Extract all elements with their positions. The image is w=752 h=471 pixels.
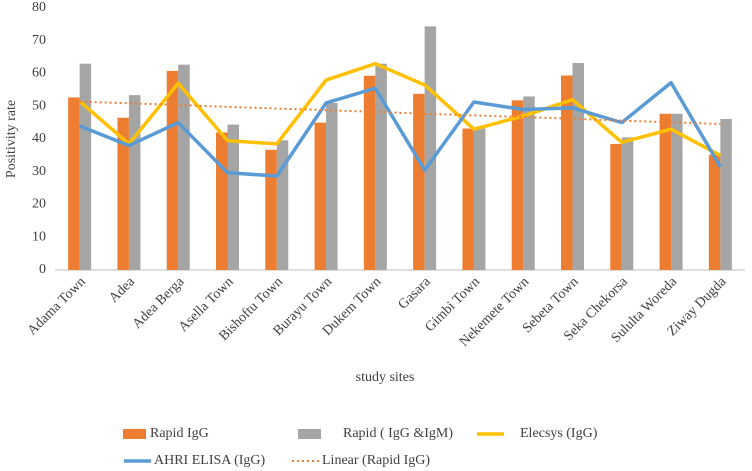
bar (314, 122, 327, 270)
bar (708, 154, 721, 270)
y-tick-label: 50 (32, 98, 46, 113)
bar (659, 113, 672, 270)
bar (572, 63, 584, 270)
y-tick-label: 10 (32, 229, 46, 244)
bar (621, 137, 634, 270)
x-tick-label: Adea (107, 274, 139, 306)
legend-swatch (123, 429, 146, 439)
legend-label: Linear (Rapid IgG) (322, 453, 430, 468)
legend-label: Rapid ( IgG &IgM) (343, 426, 453, 441)
legend-label: AHRI ELISA (IgG) (154, 453, 266, 468)
line (78, 61, 722, 157)
legend-swatch (298, 429, 321, 439)
y-axis-label: Positivity rate (4, 100, 19, 178)
bar (117, 117, 129, 271)
y-tick-label: 30 (32, 164, 46, 179)
line (78, 80, 722, 178)
bar (363, 75, 376, 270)
bar (511, 100, 524, 270)
bar (671, 113, 683, 270)
y-tick-label: 60 (32, 66, 46, 81)
bar (523, 96, 535, 270)
bar (462, 128, 474, 270)
bar (216, 132, 228, 270)
bar (68, 97, 80, 270)
bar (375, 63, 387, 270)
trend-line (79, 100, 721, 125)
x-tick-label: Adama Town (25, 274, 89, 338)
y-tick-label: 70 (32, 33, 46, 48)
bar (610, 143, 622, 270)
bar (227, 124, 239, 270)
x-axis-label: study sites (356, 370, 415, 385)
bar (128, 95, 141, 271)
y-tick-label: 20 (32, 197, 46, 212)
legend-label: Rapid IgG (150, 426, 209, 441)
bar (720, 119, 732, 271)
x-tick-label: Gasara (396, 274, 435, 313)
bar (166, 70, 179, 270)
y-tick-label: 0 (39, 262, 46, 277)
y-tick-label: 80 (32, 0, 46, 15)
bar (473, 128, 486, 270)
bar (276, 140, 289, 270)
bar (178, 64, 190, 270)
bar (413, 93, 425, 271)
bar (79, 63, 92, 270)
bar (326, 102, 338, 270)
bar (265, 149, 277, 270)
y-tick-label: 40 (32, 131, 46, 146)
legend-label: Elecsys (IgG) (520, 426, 598, 441)
bar (424, 26, 437, 271)
bar (561, 75, 573, 270)
